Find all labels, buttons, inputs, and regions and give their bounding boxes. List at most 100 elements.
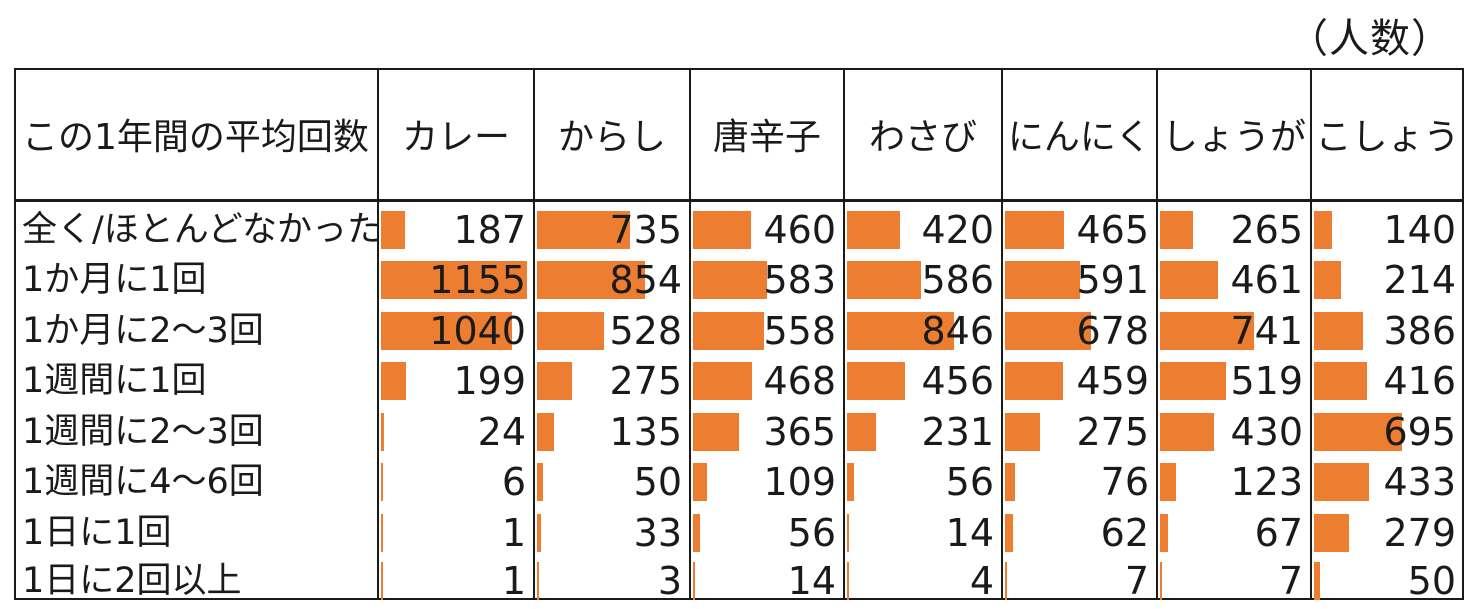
data-value: 386 <box>1383 309 1456 353</box>
data-value: 430 <box>1230 410 1303 454</box>
data-value: 586 <box>921 258 994 302</box>
data-value: 583 <box>763 258 836 302</box>
data-bar <box>693 413 739 451</box>
data-value: 231 <box>921 410 994 454</box>
row-label: 全く/ほとんどなかった <box>22 210 383 250</box>
data-bar <box>381 362 406 400</box>
data-bar <box>381 312 512 350</box>
data-bar <box>537 362 572 400</box>
data-value: 461 <box>1230 258 1303 302</box>
data-value: 265 <box>1230 208 1303 252</box>
data-value: 465 <box>1076 208 1149 252</box>
column-header: こしょう <box>1315 117 1460 158</box>
data-value: 279 <box>1383 511 1456 555</box>
data-bar <box>847 362 905 400</box>
data-value: 365 <box>763 410 836 454</box>
data-value: 846 <box>921 309 994 353</box>
data-value: 468 <box>763 359 836 403</box>
data-value: 591 <box>1076 258 1149 302</box>
row-label: 1日に1回 <box>22 513 172 553</box>
column-header: わさび <box>868 117 977 158</box>
data-value: 1 <box>501 511 526 555</box>
data-bar <box>537 562 539 600</box>
data-value: 6 <box>501 460 526 504</box>
column-header: カレー <box>401 117 510 158</box>
data-bar <box>537 463 543 501</box>
column-divider <box>533 68 535 600</box>
data-bar <box>693 211 751 249</box>
data-bar <box>537 312 604 350</box>
data-bar <box>847 562 849 600</box>
data-value: 7 <box>1278 559 1303 603</box>
data-bar <box>1160 413 1214 451</box>
data-bar <box>1005 312 1091 350</box>
data-bar <box>381 562 383 600</box>
row-label: 1週間に4～6回 <box>22 462 264 502</box>
row-label: 1か月に1回 <box>22 260 207 300</box>
data-value: 741 <box>1230 309 1303 353</box>
data-value: 140 <box>1383 208 1456 252</box>
data-bar <box>1314 261 1341 299</box>
data-bar <box>381 211 405 249</box>
row-label: 1か月に2～3回 <box>22 311 264 351</box>
data-value: 1155 <box>429 258 526 302</box>
data-bar <box>381 514 383 552</box>
data-value: 420 <box>921 208 994 252</box>
data-bar <box>847 211 900 249</box>
data-bar <box>693 261 767 299</box>
data-bar <box>1005 362 1063 400</box>
data-value: 1 <box>501 559 526 603</box>
data-value: 519 <box>1230 359 1303 403</box>
column-header: にんにく <box>1007 117 1152 158</box>
data-value: 67 <box>1254 511 1303 555</box>
data-bar <box>1005 211 1064 249</box>
column-divider <box>1156 68 1158 600</box>
data-value: 14 <box>787 559 836 603</box>
column-header: しょうが <box>1161 117 1306 158</box>
data-bar <box>1160 463 1176 501</box>
data-value: 416 <box>1383 359 1456 403</box>
data-value: 76 <box>1100 460 1149 504</box>
data-bar <box>693 562 695 600</box>
data-value: 433 <box>1383 460 1456 504</box>
column-header: からし <box>557 117 666 158</box>
data-value: 460 <box>763 208 836 252</box>
unit-label: （人数） <box>1288 16 1452 62</box>
data-bar <box>1314 362 1367 400</box>
data-bar <box>693 463 707 501</box>
data-value: 33 <box>633 511 682 555</box>
data-bar <box>537 211 630 249</box>
data-value: 24 <box>477 410 526 454</box>
data-value: 678 <box>1076 309 1149 353</box>
data-bar <box>537 413 554 451</box>
row-label: 1週間に1回 <box>22 361 207 401</box>
data-bar <box>693 514 700 552</box>
data-value: 7 <box>1124 559 1149 603</box>
data-value: 735 <box>609 208 682 252</box>
data-value: 456 <box>921 359 994 403</box>
data-bar <box>1314 562 1320 600</box>
data-bar <box>847 463 854 501</box>
data-value: 187 <box>453 208 526 252</box>
data-value: 275 <box>1076 410 1149 454</box>
column-divider <box>377 68 379 600</box>
data-value: 199 <box>453 359 526 403</box>
data-bar <box>1314 514 1349 552</box>
data-bar <box>847 514 849 552</box>
data-value: 50 <box>633 460 682 504</box>
data-bar <box>693 362 752 400</box>
data-value: 62 <box>1100 511 1149 555</box>
data-value: 854 <box>609 258 682 302</box>
column-divider <box>843 68 845 600</box>
data-bar <box>537 261 645 299</box>
data-value: 135 <box>609 410 682 454</box>
data-bar <box>1160 312 1254 350</box>
data-bar <box>1005 514 1013 552</box>
data-bar <box>1314 312 1363 350</box>
data-value: 695 <box>1383 410 1456 454</box>
data-bar <box>381 261 527 299</box>
data-value: 50 <box>1407 559 1456 603</box>
column-divider <box>689 68 691 600</box>
table-frame <box>14 68 1464 600</box>
column-divider <box>1001 68 1003 600</box>
